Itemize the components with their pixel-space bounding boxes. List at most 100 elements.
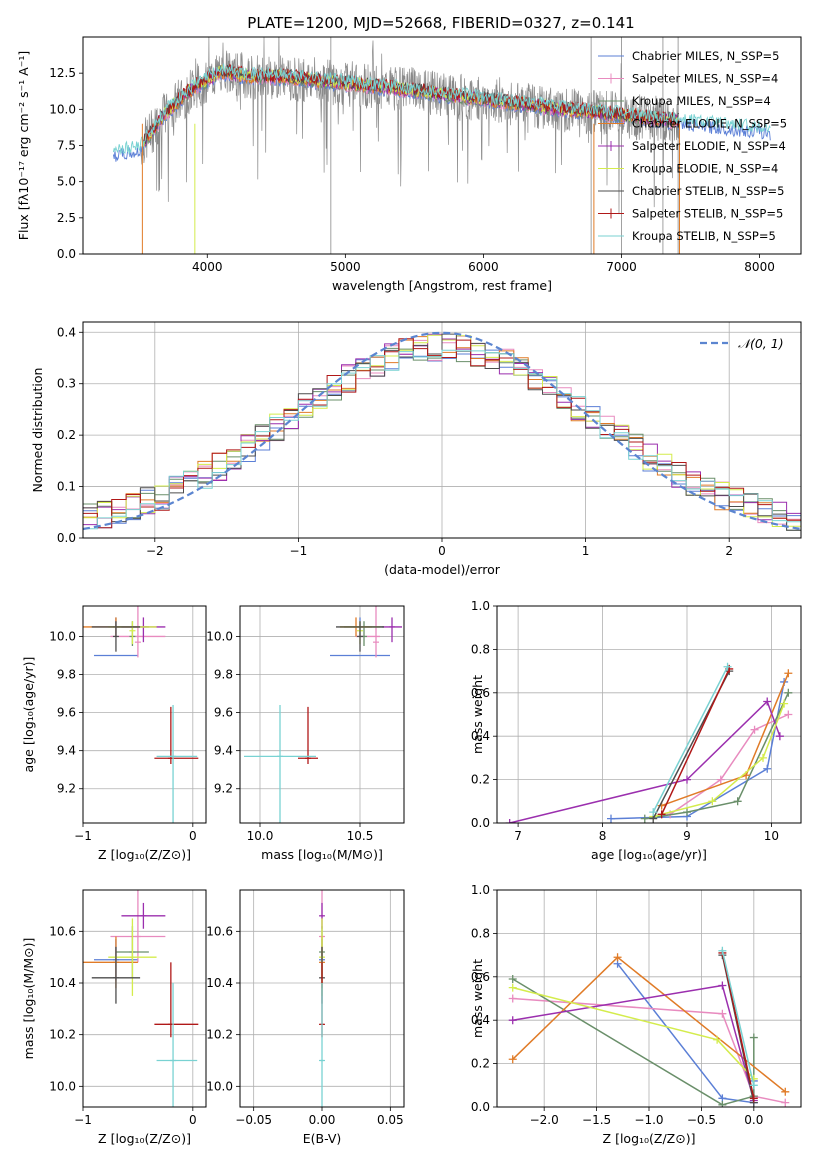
mass-vs-Z-errorbar-salpeter_miles <box>110 890 166 963</box>
age-vs-mass-errorbar-kroupa_stelib <box>244 704 316 823</box>
residuals-xtick-label: 0 <box>438 544 446 558</box>
spectrum-frame <box>82 36 802 255</box>
weight-vs-age-point-kroupa_stelib <box>723 662 732 671</box>
age-vs-mass-xtick-label: 10.0 <box>247 829 274 843</box>
weight-vs-Z-ytick-label: 0.2 <box>471 1057 490 1071</box>
mass-vs-Z-errorbar-salpeter_elodie <box>121 902 166 929</box>
mass-vs-ebv-ytick-label: 10.4 <box>206 976 233 990</box>
legend-label-kroupa_miles: Kroupa MILES, N_SSP=4 <box>632 94 771 108</box>
weight-vs-Z-frame <box>496 889 802 1108</box>
weight-vs-age-point-chabrier_miles <box>763 764 772 773</box>
normal-distribution-curve <box>83 331 801 531</box>
mass-vs-ebv-xtick-label: 0.00 <box>309 1113 336 1127</box>
weight-vs-age-point-kroupa_elodie <box>708 797 717 806</box>
weight-vs-age-axes: 7 8 9 10 0.0 0.2 0.4 0.6 0.8 1.0 age [log₁₀(age/yr… <box>470 599 802 862</box>
spectrum-model-kroupa_stelib <box>112 63 771 156</box>
legend-label-kroupa_elodie: Kroupa ELODIE, N_SSP=4 <box>632 162 778 176</box>
mass-vs-Z-errorbar-chabrier_stelib <box>91 946 141 1004</box>
age-vs-Z-plot-area <box>83 606 199 823</box>
spectrum-axes: 4000 5000 6000 7000 8000 0.0 2.5 5.0 7.5 10.0 12.5… <box>16 36 802 293</box>
weight-vs-Z-point-salpeter_miles <box>781 1098 790 1107</box>
weight-vs-Z-point-salpeter_elodie <box>508 1016 517 1025</box>
weight-vs-Z-ytick-label: 0.8 <box>471 926 490 940</box>
age-vs-mass-ytick-label: 9.4 <box>214 744 233 758</box>
mass-vs-Z-ytick-label: 10.0 <box>49 1079 76 1093</box>
weight-vs-Z-line-salpeter_stelib <box>721 952 755 1099</box>
weight-vs-age-line-chabrier_miles <box>610 681 785 820</box>
legend-label-chabrier_stelib: Chabrier STELIB, N_SSP=5 <box>632 184 784 198</box>
spectrum-ylabel: Flux [fλ10⁻¹⁷ erg cm⁻² s⁻¹ A⁻¹] <box>16 51 31 240</box>
weight-vs-Z-plot-area <box>508 946 790 1107</box>
mass-vs-Z-plot-area <box>83 890 199 1107</box>
residuals-gridlines <box>83 322 801 539</box>
mass-vs-Z-axes: −1 0 10.0 10.2 10.4 10.6 Z [log₁₀(Z/Z⊙)] mass [… <box>21 889 207 1146</box>
residuals-axes: −2 −1 0 1 2 0.0 0.1 0.2 0.3 0.4 (data-model)/error… <box>30 321 802 577</box>
weight-vs-Z-ytick-label: 1.0 <box>471 883 490 897</box>
weight-vs-age-point-chabrier_miles <box>607 814 615 823</box>
age-vs-mass-axes: 10.0 10.5 9.2 9.4 9.6 9.8 10.0 mass [log₁₀(M/M⊙… <box>206 605 405 862</box>
weight-vs-Z-axes: −2.0 −1.5 −1.0 −0.5 0.0 0.0 0.2 0.4 0.6 0.8 1.0 Z [… <box>470 883 802 1146</box>
weight-vs-age-xtick-label: 10 <box>764 829 779 843</box>
chart-title: PLATE=1200, MJD=52668, FIBERID=0327, z=0… <box>247 14 634 32</box>
age-vs-Z-ytick-label: 9.4 <box>57 744 76 758</box>
spectrum-xtick-label: 8000 <box>744 260 775 274</box>
weight-vs-age-xtick-label: 7 <box>514 829 522 843</box>
age-vs-Z-frame <box>82 605 207 824</box>
weight-vs-age-line-salpeter_miles <box>669 713 789 815</box>
weight-vs-Z-ytick-label: 0.4 <box>471 1013 490 1027</box>
weight-vs-Z-series-chabrier_elodie <box>508 953 790 1096</box>
age-vs-mass-errorbar-chabrier_stelib <box>336 621 384 652</box>
residuals-ylabel: Normed distribution <box>30 368 45 493</box>
weight-vs-age-frame <box>496 605 802 824</box>
weight-vs-age-ylabel: mass weight <box>470 675 485 754</box>
weight-vs-Z-point-chabrier_elodie <box>508 1055 517 1064</box>
weight-vs-age-ytick-label: 0.6 <box>471 686 490 700</box>
spectrum-ytick-label: 7.5 <box>57 139 76 153</box>
age-vs-mass-ytick-label: 9.6 <box>214 706 233 720</box>
mass-vs-ebv-plot-area <box>319 890 325 1107</box>
weight-vs-Z-xlabel: Z [log₁₀(Z/Z⊙)] <box>603 1131 696 1146</box>
weight-vs-age-point-chabrier_elodie <box>784 669 793 678</box>
residuals-xtick-label: 2 <box>725 544 733 558</box>
mass-vs-Z-ytick-label: 10.4 <box>49 976 76 990</box>
weight-vs-age-series-kroupa_miles <box>640 688 793 823</box>
weight-vs-Z-ticks: −2.0 −1.5 −1.0 −0.5 0.0 0.0 0.2 0.4 0.6 0.8 1.0 <box>471 883 763 1127</box>
weight-vs-Z-xtick-label: −2.0 <box>530 1113 559 1127</box>
mass-vs-Z-errorbar-chabrier_elodie <box>83 936 138 989</box>
weight-vs-age-ytick-label: 1.0 <box>471 599 490 613</box>
age-vs-Z-gridlines <box>82 606 206 823</box>
weight-vs-age-point-salpeter_elodie <box>763 697 772 706</box>
weight-vs-Z-point-kroupa_miles <box>508 974 517 983</box>
legend-label-salpeter_miles: Salpeter MILES, N_SSP=4 <box>632 72 778 86</box>
weight-vs-age-ytick-label: 0.4 <box>471 729 490 743</box>
legend-label-chabrier_elodie: Chabrier ELODIE, N_SSP=5 <box>632 117 787 131</box>
age-vs-Z-errorbar-chabrier_stelib <box>91 621 141 652</box>
spectrum-xlabel: wavelength [Angstrom, rest frame] <box>332 278 552 293</box>
age-vs-mass-xlabel: mass [log₁₀(M/M⊙)] <box>261 847 383 862</box>
weight-vs-Z-point-chabrier_elodie <box>613 953 622 962</box>
weight-vs-age-point-salpeter_stelib <box>657 810 666 819</box>
weight-vs-age-line-kroupa_stelib <box>652 666 729 813</box>
residuals-ytick-label: 0.0 <box>57 531 76 545</box>
weight-vs-age-line-salpeter_elodie <box>509 700 781 823</box>
weight-vs-age-xtick-label: 8 <box>599 829 607 843</box>
spectrum-ytick-label: 10.0 <box>49 102 76 116</box>
weight-vs-age-series-kroupa_stelib <box>649 662 732 817</box>
weight-vs-Z-gridlines <box>497 889 801 1108</box>
weight-vs-age-point-kroupa_elodie <box>759 753 767 762</box>
age-vs-mass-ticks: 10.0 10.5 9.2 9.4 9.6 9.8 10.0 <box>206 629 373 843</box>
spectrum-ytick-label: 2.5 <box>57 211 76 225</box>
weight-vs-Z-point-chabrier_elodie <box>781 1087 790 1096</box>
age-vs-Z-errorbar-salpeter_stelib <box>154 706 199 764</box>
age-vs-mass-errorbar-salpeter_stelib <box>298 706 318 764</box>
spectrum-plot-area <box>112 37 771 254</box>
age-vs-Z-ytick-label: 10.0 <box>49 629 76 643</box>
age-vs-mass-gridlines <box>240 606 404 823</box>
weight-vs-age-point-kroupa_miles <box>683 808 691 817</box>
mass-vs-ebv-xtick-label: −0.05 <box>235 1113 272 1127</box>
weight-vs-age-line-salpeter_stelib <box>661 668 730 815</box>
mass-vs-ebv-errorbar-kroupa_stelib <box>319 983 325 1107</box>
spectrum-ytick-label: 12.5 <box>49 66 76 80</box>
age-vs-Z-xtick-label: 0 <box>189 829 197 843</box>
